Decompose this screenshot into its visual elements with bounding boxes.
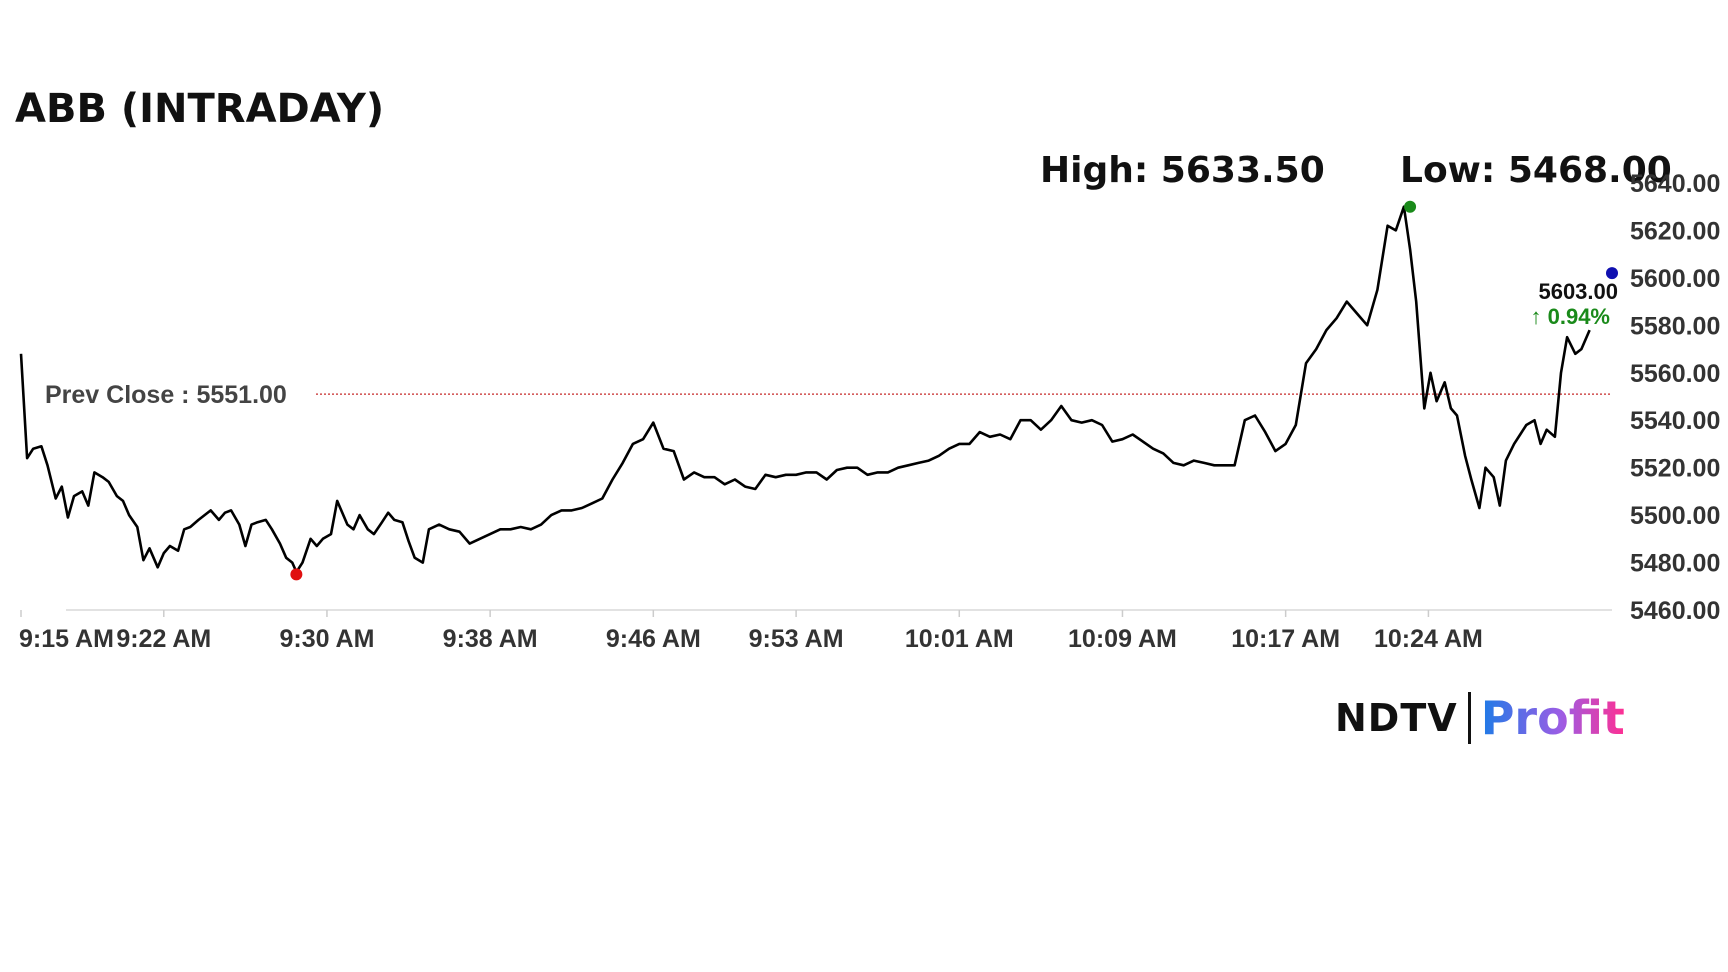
logo-product: Profit: [1480, 691, 1625, 745]
y-tick-label: 5520.00: [1630, 455, 1720, 483]
y-tick-label: 5640.00: [1630, 170, 1720, 198]
x-tick-label: 9:30 AM: [279, 625, 374, 653]
y-tick-label: 5500.00: [1630, 502, 1720, 530]
high-marker: [1404, 200, 1417, 213]
y-axis: 5460.00 5480.00 5500.00 5520.00 5540.00 5560.…: [1630, 170, 1720, 625]
low-marker: [290, 568, 303, 581]
high-label: High: 5633.50: [1040, 150, 1325, 191]
ndtv-profit-logo: NDTV Profit: [1335, 690, 1625, 746]
last-price-label: 5603.00: [1538, 279, 1618, 304]
y-tick-label: 5620.00: [1630, 217, 1720, 245]
x-tick-label: 10:24 AM: [1374, 625, 1483, 653]
y-tick-label: 5560.00: [1630, 360, 1720, 388]
price-series-line: [19, 205, 1591, 574]
y-tick-label: 5540.00: [1630, 407, 1720, 435]
y-tick-label: 5480.00: [1630, 550, 1720, 578]
y-tick-label: 5580.00: [1630, 312, 1720, 340]
logo-divider: [1467, 692, 1471, 744]
low-label: Low: 5468.00: [1400, 150, 1672, 191]
x-tick-label: 10:17 AM: [1231, 625, 1340, 653]
x-tick-label: 9:15 AM: [19, 625, 114, 653]
chart-title: ABB (INTRADAY): [15, 86, 385, 132]
change-percent-label: ↑ 0.94%: [1531, 304, 1611, 329]
x-axis: 9:15 AM 9:22 AM 9:30 AM 9:38 AM 9:46 AM 9:53 …: [19, 609, 1612, 653]
y-tick-label: 5460.00: [1630, 597, 1720, 625]
x-tick-label: 9:46 AM: [606, 625, 701, 653]
x-tick-label: 10:01 AM: [905, 625, 1014, 653]
x-tick-label: 10:09 AM: [1068, 625, 1177, 653]
last-price-marker: [1606, 267, 1618, 280]
logo-brand: NDTV: [1335, 696, 1458, 740]
x-tick-label: 9:53 AM: [749, 625, 844, 653]
prev-close-label: Prev Close : 5551.00: [45, 381, 287, 409]
x-tick-label: 9:38 AM: [443, 625, 538, 653]
y-tick-label: 5600.00: [1630, 265, 1720, 293]
x-tick-label: 9:22 AM: [116, 625, 211, 653]
